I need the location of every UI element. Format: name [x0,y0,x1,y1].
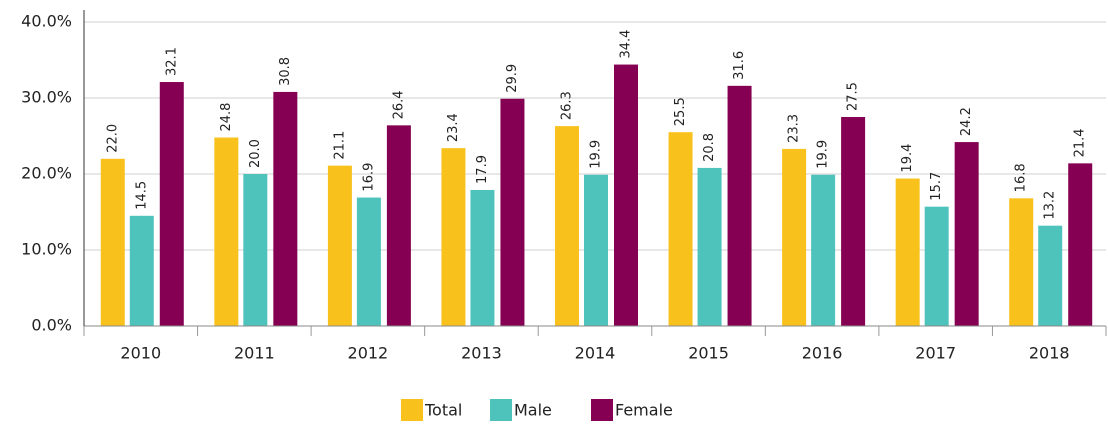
bar [811,174,836,326]
bar [1068,163,1093,326]
value-label: 21.1 [332,131,347,160]
bar [327,165,352,326]
x-tick-label: 2011 [234,344,275,363]
value-label: 16.9 [361,163,376,192]
bar [386,125,411,326]
bar [243,174,268,326]
value-label: 22.0 [105,124,120,153]
bar [129,215,154,326]
bar [668,132,693,326]
bar [214,137,239,326]
value-label: 25.5 [673,97,688,126]
value-label: 19.9 [816,140,831,169]
value-label: 16.8 [1014,163,1029,192]
bar [1009,198,1034,326]
bar [727,85,752,326]
value-label: 31.6 [732,51,747,80]
bar [614,64,638,326]
value-label: 34.4 [619,30,634,59]
x-tick-label: 2017 [915,344,956,363]
value-label: 13.2 [1043,191,1058,220]
bar [895,178,920,326]
y-tick-label: 20.0% [21,164,72,183]
y-tick-label: 10.0% [21,240,72,259]
value-label: 23.3 [787,114,802,143]
x-tick-label: 2018 [1029,344,1070,363]
bar [356,197,381,326]
legend-swatch [490,399,512,421]
value-label: 19.9 [589,140,604,169]
bar [584,174,608,326]
value-label: 27.5 [846,82,861,111]
x-tick-label: 2014 [575,344,616,363]
bar [273,91,298,326]
y-tick-label: 0.0% [31,316,72,335]
x-tick-label: 2013 [461,344,502,363]
value-label: 21.4 [1073,128,1088,157]
y-tick-label: 30.0% [21,88,72,107]
bar [924,206,949,326]
value-label: 15.7 [929,172,944,201]
value-label: 17.9 [475,155,490,184]
value-label: 20.0 [248,139,263,168]
legend-label: Male [514,401,552,420]
bar [100,158,125,326]
x-tick-label: 2015 [688,344,729,363]
y-tick-label: 40.0% [21,12,72,31]
bar [159,82,184,326]
value-label: 26.4 [391,90,406,119]
value-label: 32.1 [164,47,179,76]
value-label: 26.3 [560,91,575,120]
bar [954,142,979,326]
bar [697,167,722,326]
x-tick-label: 2012 [348,344,389,363]
value-label: 20.8 [702,133,717,162]
legend-swatch [591,399,613,421]
bar [441,148,466,326]
value-label: 29.9 [505,64,520,93]
value-label: 14.5 [134,181,149,210]
value-label: 19.4 [900,144,915,173]
value-label: 30.8 [278,57,293,86]
value-label: 24.8 [219,103,234,132]
legend-label: Female [615,401,673,420]
x-tick-label: 2016 [802,344,843,363]
value-label: 23.4 [446,113,461,142]
bar [1038,225,1063,326]
legend-label: Total [424,401,462,420]
value-label: 24.2 [959,107,974,136]
legend-swatch [401,399,423,421]
bar [841,117,866,326]
bar [782,148,807,326]
bar [500,98,525,326]
bar [555,126,579,327]
x-tick-label: 2010 [120,344,161,363]
bar [470,189,495,326]
